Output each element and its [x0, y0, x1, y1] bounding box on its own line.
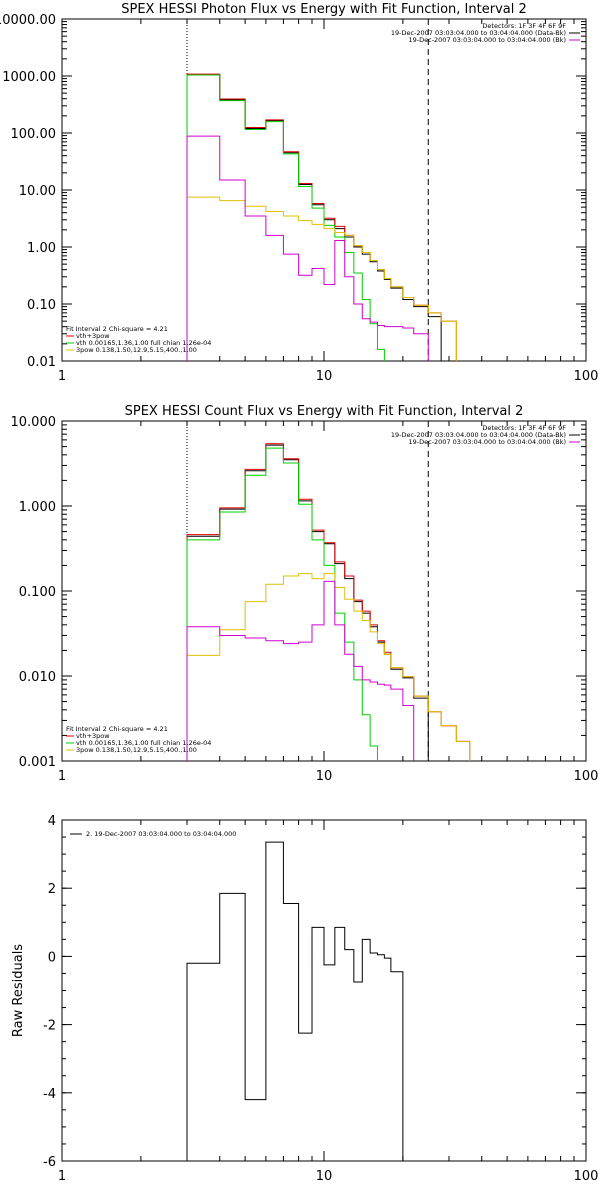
y-tick-label: 100.00 [11, 127, 57, 142]
y-tick-label: 0 [48, 950, 56, 965]
y-tick-label: 0.010 [19, 670, 56, 685]
x-tick-label: 10 [316, 369, 333, 384]
x-tick-label: 100 [574, 769, 599, 784]
legend-bottom-entry: Fit Interval 2 Chi-square = 4.21 [66, 725, 168, 733]
y-axis-label: Raw Residuals [11, 944, 26, 1037]
legend-bottom-entry: Fit Interval 2 Chi-square = 4.21 [66, 325, 168, 333]
y-tick-label: 4 [48, 814, 56, 829]
y-tick-label: 0.10 [27, 298, 56, 313]
chart-title: SPEX HESSI Photon Flux vs Energy with Fi… [121, 2, 527, 17]
plot-2: SPEX HESSI Count Flux vs Energy with Fit… [11, 404, 599, 784]
series-vth [186, 447, 378, 761]
legend-top-entry: Detectors: 1F 3F 4F 6F 9F [482, 22, 566, 30]
series-bk [186, 580, 415, 761]
legend-bottom-entry: vth 0.00165,1.36,1.00 full chian 1.26e-0… [76, 739, 211, 747]
series-bk [186, 135, 429, 361]
series-vth [186, 74, 385, 361]
series-3pow [186, 573, 471, 761]
x-tick-label: 100 [574, 1169, 599, 1184]
y-tick-label: 0.01 [27, 355, 56, 370]
y-tick-label: 1.000 [19, 500, 56, 515]
legend-bottom-entry: 3pow 0.138,1.50,12.9,5.15,400.,1.00 [76, 346, 197, 354]
y-tick-label: -2 [43, 1019, 56, 1034]
legend-bottom-entry: vth 0.00165,1.36,1.00 full chian 1.26e-0… [76, 339, 211, 347]
legend-top-entry: Detectors: 1F 3F 4F 6F 9F [482, 424, 566, 432]
plot-frame [61, 819, 587, 1162]
plot-frame [61, 18, 587, 362]
y-tick-label: 0.001 [19, 755, 56, 770]
legend-bottom-entry: vth+3pow [76, 732, 110, 740]
series-2-19-dec-2007-03-03-04-000-to-03-04-04-000 [186, 841, 404, 1161]
y-tick-label: 10000.00 [0, 13, 56, 28]
legend-top-entry: 19-Dec-2007 03:03:04.000 to 03:04:04.000… [409, 36, 567, 44]
y-tick-label: 0.100 [19, 585, 56, 600]
y-tick-label: -4 [43, 1087, 56, 1102]
y-tick-label: -6 [43, 1155, 56, 1170]
x-tick-label: 10 [316, 1169, 333, 1184]
legend-bottom-entry: vth+3pow [76, 332, 110, 340]
x-tick-label: 1 [58, 1169, 66, 1184]
legend-top-entry: 19-Dec-2007 03:03:04.000 to 03:04:04.000… [391, 431, 566, 439]
x-tick-label: 1 [58, 369, 66, 384]
series-vth-3pow [186, 73, 457, 361]
y-tick-label: 1.00 [27, 241, 56, 256]
chart-title: SPEX HESSI Count Flux vs Energy with Fit… [125, 404, 524, 419]
legend-bottom-entry: 3pow 0.138,1.50,12.9,5.15,400.,1.00 [76, 746, 197, 754]
legend-top-entry: 2. 19-Dec-2007 03:03:04.000 to 03:04:04.… [86, 830, 236, 838]
plot-3: 1 10 100 -6 -4 -2 0 2 4 Raw Residuals 2. 19-Dec-20… [11, 814, 598, 1184]
series-data-bk [186, 444, 429, 761]
y-tick-label: 2 [48, 882, 56, 897]
y-tick-label: 1000.00 [2, 70, 56, 85]
series-3pow [186, 196, 457, 361]
series-data-bk [186, 74, 442, 361]
legend-top-entry: 19-Dec-2007 03:03:04.000 to 03:04:04.000… [409, 438, 567, 446]
plot-1: SPEX HESSI Photon Flux vs Energy with Fi… [0, 2, 598, 384]
legend-top-entry: 19-Dec-2007 03:03:04.000 to 03:04:04.000… [391, 29, 566, 37]
series-vth-3pow [186, 443, 471, 761]
x-tick-label: 1 [58, 769, 66, 784]
y-tick-label: 10.000 [11, 415, 57, 430]
y-tick-label: 10.00 [19, 184, 56, 199]
x-tick-label: 100 [574, 369, 599, 384]
x-tick-label: 10 [316, 769, 333, 784]
